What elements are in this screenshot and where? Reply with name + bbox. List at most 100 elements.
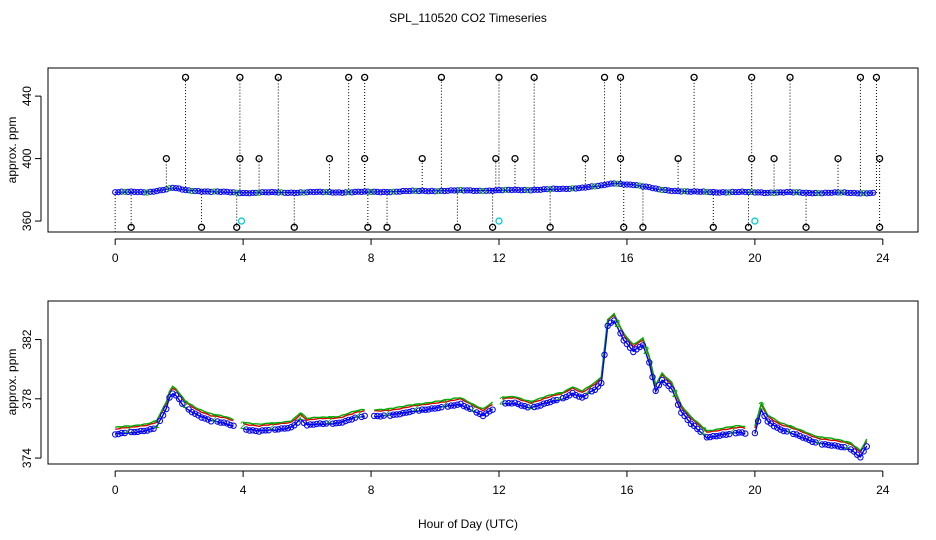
top-baseline-point: [441, 187, 448, 195]
bottom-series-3-point: [636, 343, 643, 351]
top-baseline-point: [124, 188, 132, 195]
bottom-series-3-point: [307, 421, 314, 428]
bottom-series-3-point: [486, 408, 493, 415]
bottom-series-3-point: [668, 386, 675, 393]
bottom-series-3-point: [467, 405, 474, 412]
bottom-series-3-point: [732, 430, 739, 437]
top-baseline-point: [633, 182, 640, 189]
top-baseline-point: [793, 189, 800, 196]
bottom-series-3-point: [857, 454, 864, 461]
bottom-series-label-marker: 2: [413, 402, 419, 414]
bottom-series-3-point: [774, 424, 781, 431]
top-baseline-point: [358, 188, 365, 195]
top-spike-low-point: [233, 223, 241, 231]
top-x-tick-label: 24: [876, 251, 890, 265]
top-x-tick-label: 4: [240, 251, 247, 265]
top-baseline-point: [377, 189, 384, 196]
bottom-series-3-point: [220, 419, 228, 426]
top-baseline-point: [166, 185, 173, 192]
bottom-series-label-marker: 2: [672, 388, 678, 400]
top-spike-high-point: [872, 73, 881, 82]
bottom-series-3-point: [223, 420, 231, 427]
top-baseline-point: [601, 182, 608, 189]
top-baseline-point: [575, 185, 583, 192]
bottom-series-3-point: [550, 397, 557, 404]
top-spike-mid-point: [770, 154, 778, 163]
top-baseline-point: [639, 183, 647, 190]
bottom-series-3-point: [518, 402, 525, 409]
top-baseline-point: [137, 188, 144, 195]
bottom-series-3-point: [473, 409, 480, 416]
top-baseline-point: [310, 189, 317, 196]
top-baseline-point: [866, 190, 874, 197]
top-baseline-point: [870, 189, 877, 196]
top-baseline-point: [208, 188, 215, 195]
bottom-x-tick-label: 24: [876, 483, 890, 497]
bottom-series-2-line: [502, 312, 746, 432]
top-baseline-point: [611, 180, 618, 187]
top-baseline-point: [447, 187, 455, 194]
bottom-series-3-point: [850, 448, 858, 455]
bottom-series-3-point: [665, 382, 672, 390]
bottom-series-3-point: [156, 417, 164, 425]
bottom-series-3-point: [761, 412, 768, 420]
bottom-series-3-point: [435, 404, 442, 412]
top-x-tick-label: 0: [112, 251, 119, 265]
bottom-series-3-point: [601, 351, 608, 358]
bottom-series-label-marker: 2: [701, 425, 707, 437]
top-baseline-point: [825, 189, 832, 196]
top-baseline-point: [643, 183, 650, 190]
top-baseline-point: [332, 189, 339, 196]
top-baseline-point: [822, 189, 829, 196]
bottom-series-label-marker: 2: [240, 420, 246, 432]
top-baseline-point: [431, 188, 439, 195]
top-baseline-point: [710, 188, 717, 196]
top-baseline-point: [156, 187, 163, 194]
bottom-series-3-point: [179, 400, 186, 407]
top-baseline-point: [198, 188, 205, 195]
top-baseline-point: [834, 189, 842, 196]
top-baseline-point: [636, 182, 643, 189]
top-baseline-point: [272, 189, 279, 196]
top-spike-mid-point: [418, 154, 426, 163]
bottom-series-3-point: [726, 430, 733, 438]
top-baseline-point: [582, 184, 589, 191]
top-baseline-point: [818, 190, 826, 197]
bottom-series-3-point: [313, 420, 320, 428]
top-baseline-point: [320, 189, 327, 196]
bottom-series-3-point: [515, 400, 522, 408]
bottom-series-3-point: [502, 400, 509, 407]
bottom-series-3-point: [191, 410, 199, 417]
top-baseline-point: [694, 188, 701, 195]
top-spike-high-point: [495, 73, 503, 82]
bottom-series-3-point: [777, 426, 784, 433]
top-baseline-point: [739, 188, 746, 195]
bottom-series-3-point: [444, 403, 451, 410]
top-spike-low-point: [364, 223, 372, 231]
top-baseline-point: [675, 188, 682, 195]
top-spike-mid-point: [162, 154, 170, 163]
bottom-series-3-point: [828, 442, 835, 449]
top-baseline-point: [403, 188, 410, 195]
top-baseline-point: [531, 186, 538, 193]
bottom-series-3-point: [674, 401, 682, 408]
bottom-series-3-point: [809, 438, 816, 445]
top-spike-mid-point: [325, 154, 334, 163]
bottom-series-label-marker: 2: [154, 419, 160, 431]
top-baseline-point: [691, 188, 698, 195]
bottom-y-axis: 374 378 382: [20, 329, 42, 468]
top-baseline-point: [559, 185, 567, 192]
bottom-series-3-point: [275, 426, 282, 433]
bottom-series-3-point: [563, 393, 570, 401]
bottom-series-3-point: [428, 405, 435, 412]
top-baseline-point: [515, 186, 522, 193]
top-baseline-point: [585, 184, 592, 191]
bottom-series-label-marker: 2: [729, 424, 735, 436]
top-baseline-point: [598, 182, 605, 189]
bottom-series-3-point: [323, 420, 330, 427]
top-baseline-point: [774, 189, 781, 196]
bottom-series-3-point: [115, 430, 122, 438]
top-spike-high-point: [236, 73, 244, 82]
bottom-series-3-point: [316, 420, 324, 427]
